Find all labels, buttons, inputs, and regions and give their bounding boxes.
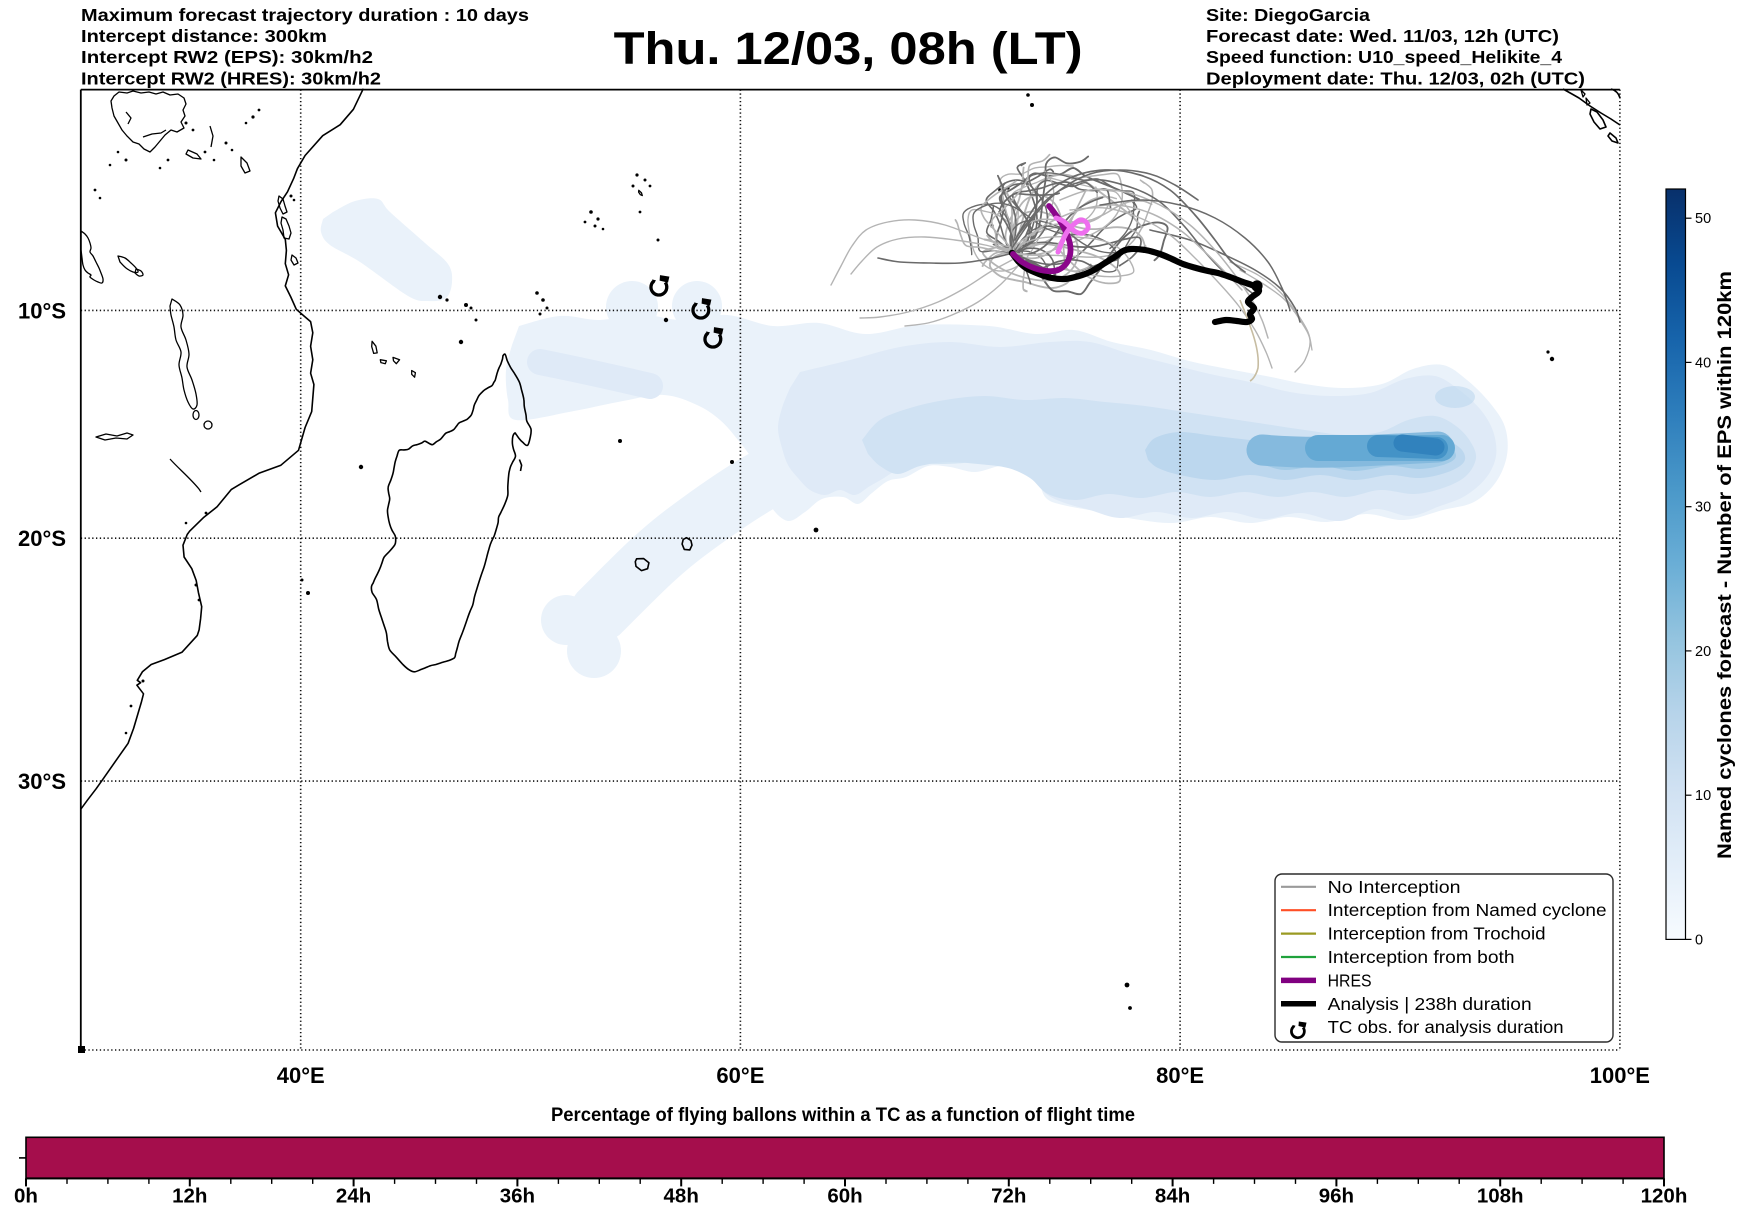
- svg-text:10°S: 10°S: [18, 298, 66, 323]
- svg-text:30°S: 30°S: [18, 769, 66, 794]
- svg-text:Forecast date: Wed. 11/03, 12h: Forecast date: Wed. 11/03, 12h (UTC): [1206, 26, 1559, 46]
- svg-text:Percentage of flying ballons w: Percentage of flying ballons within a TC…: [551, 1105, 1135, 1126]
- svg-text:84h: 84h: [1155, 1185, 1190, 1208]
- svg-text:36h: 36h: [500, 1185, 535, 1208]
- svg-text:0h: 0h: [14, 1185, 38, 1208]
- svg-text:Intercept RW2 (HRES): 30km/h2: Intercept RW2 (HRES): 30km/h2: [81, 68, 381, 88]
- svg-text:50: 50: [1695, 211, 1711, 227]
- svg-text:Maximum forecast trajectory du: Maximum forecast trajectory duration : 1…: [81, 5, 529, 25]
- svg-text:72h: 72h: [991, 1185, 1026, 1208]
- svg-text:Interception from Trochoid: Interception from Trochoid: [1328, 924, 1546, 944]
- svg-text:TC obs. for analysis duration: TC obs. for analysis duration: [1328, 1017, 1564, 1037]
- svg-text:Intercept RW2 (EPS): 30km/h2: Intercept RW2 (EPS): 30km/h2: [81, 47, 373, 67]
- svg-text:20°S: 20°S: [18, 526, 66, 551]
- svg-text:80°E: 80°E: [1156, 1063, 1204, 1088]
- svg-text:20: 20: [1695, 644, 1711, 660]
- svg-text:40: 40: [1695, 355, 1711, 371]
- svg-text:Thu. 12/03, 08h (LT): Thu. 12/03, 08h (LT): [614, 23, 1083, 74]
- svg-text:24h: 24h: [336, 1185, 371, 1208]
- svg-text:60°E: 60°E: [716, 1063, 764, 1088]
- svg-text:Speed function: U10_speed_Heli: Speed function: U10_speed_Helikite_4: [1206, 47, 1562, 67]
- svg-text:100°E: 100°E: [1590, 1063, 1650, 1088]
- svg-text:Interception from both: Interception from both: [1328, 947, 1515, 967]
- svg-text:120h: 120h: [1641, 1185, 1688, 1208]
- svg-text:Named cyclones forecast - Numb: Named cyclones forecast - Number of EPS …: [1715, 271, 1736, 859]
- svg-text:96h: 96h: [1319, 1185, 1354, 1208]
- svg-text:Interception from Named cyclon: Interception from Named cyclone: [1328, 900, 1607, 920]
- svg-text:40°E: 40°E: [277, 1063, 325, 1088]
- svg-text:48h: 48h: [664, 1185, 699, 1208]
- svg-text:10: 10: [1695, 788, 1711, 804]
- svg-text:12h: 12h: [172, 1185, 207, 1208]
- svg-text:HRES: HRES: [1328, 970, 1372, 990]
- svg-text:30: 30: [1695, 500, 1711, 516]
- svg-text:60h: 60h: [827, 1185, 862, 1208]
- svg-text:Deployment date: Thu. 12/03, 0: Deployment date: Thu. 12/03, 02h (UTC): [1206, 68, 1585, 88]
- svg-text:No Interception: No Interception: [1328, 877, 1461, 897]
- svg-text:Intercept distance: 300km: Intercept distance: 300km: [81, 26, 327, 46]
- svg-text:Site: DiegoGarcia: Site: DiegoGarcia: [1206, 5, 1370, 25]
- svg-text:0: 0: [1695, 932, 1703, 948]
- svg-text:108h: 108h: [1477, 1185, 1524, 1208]
- svg-text:Analysis | 238h duration: Analysis | 238h duration: [1328, 994, 1532, 1014]
